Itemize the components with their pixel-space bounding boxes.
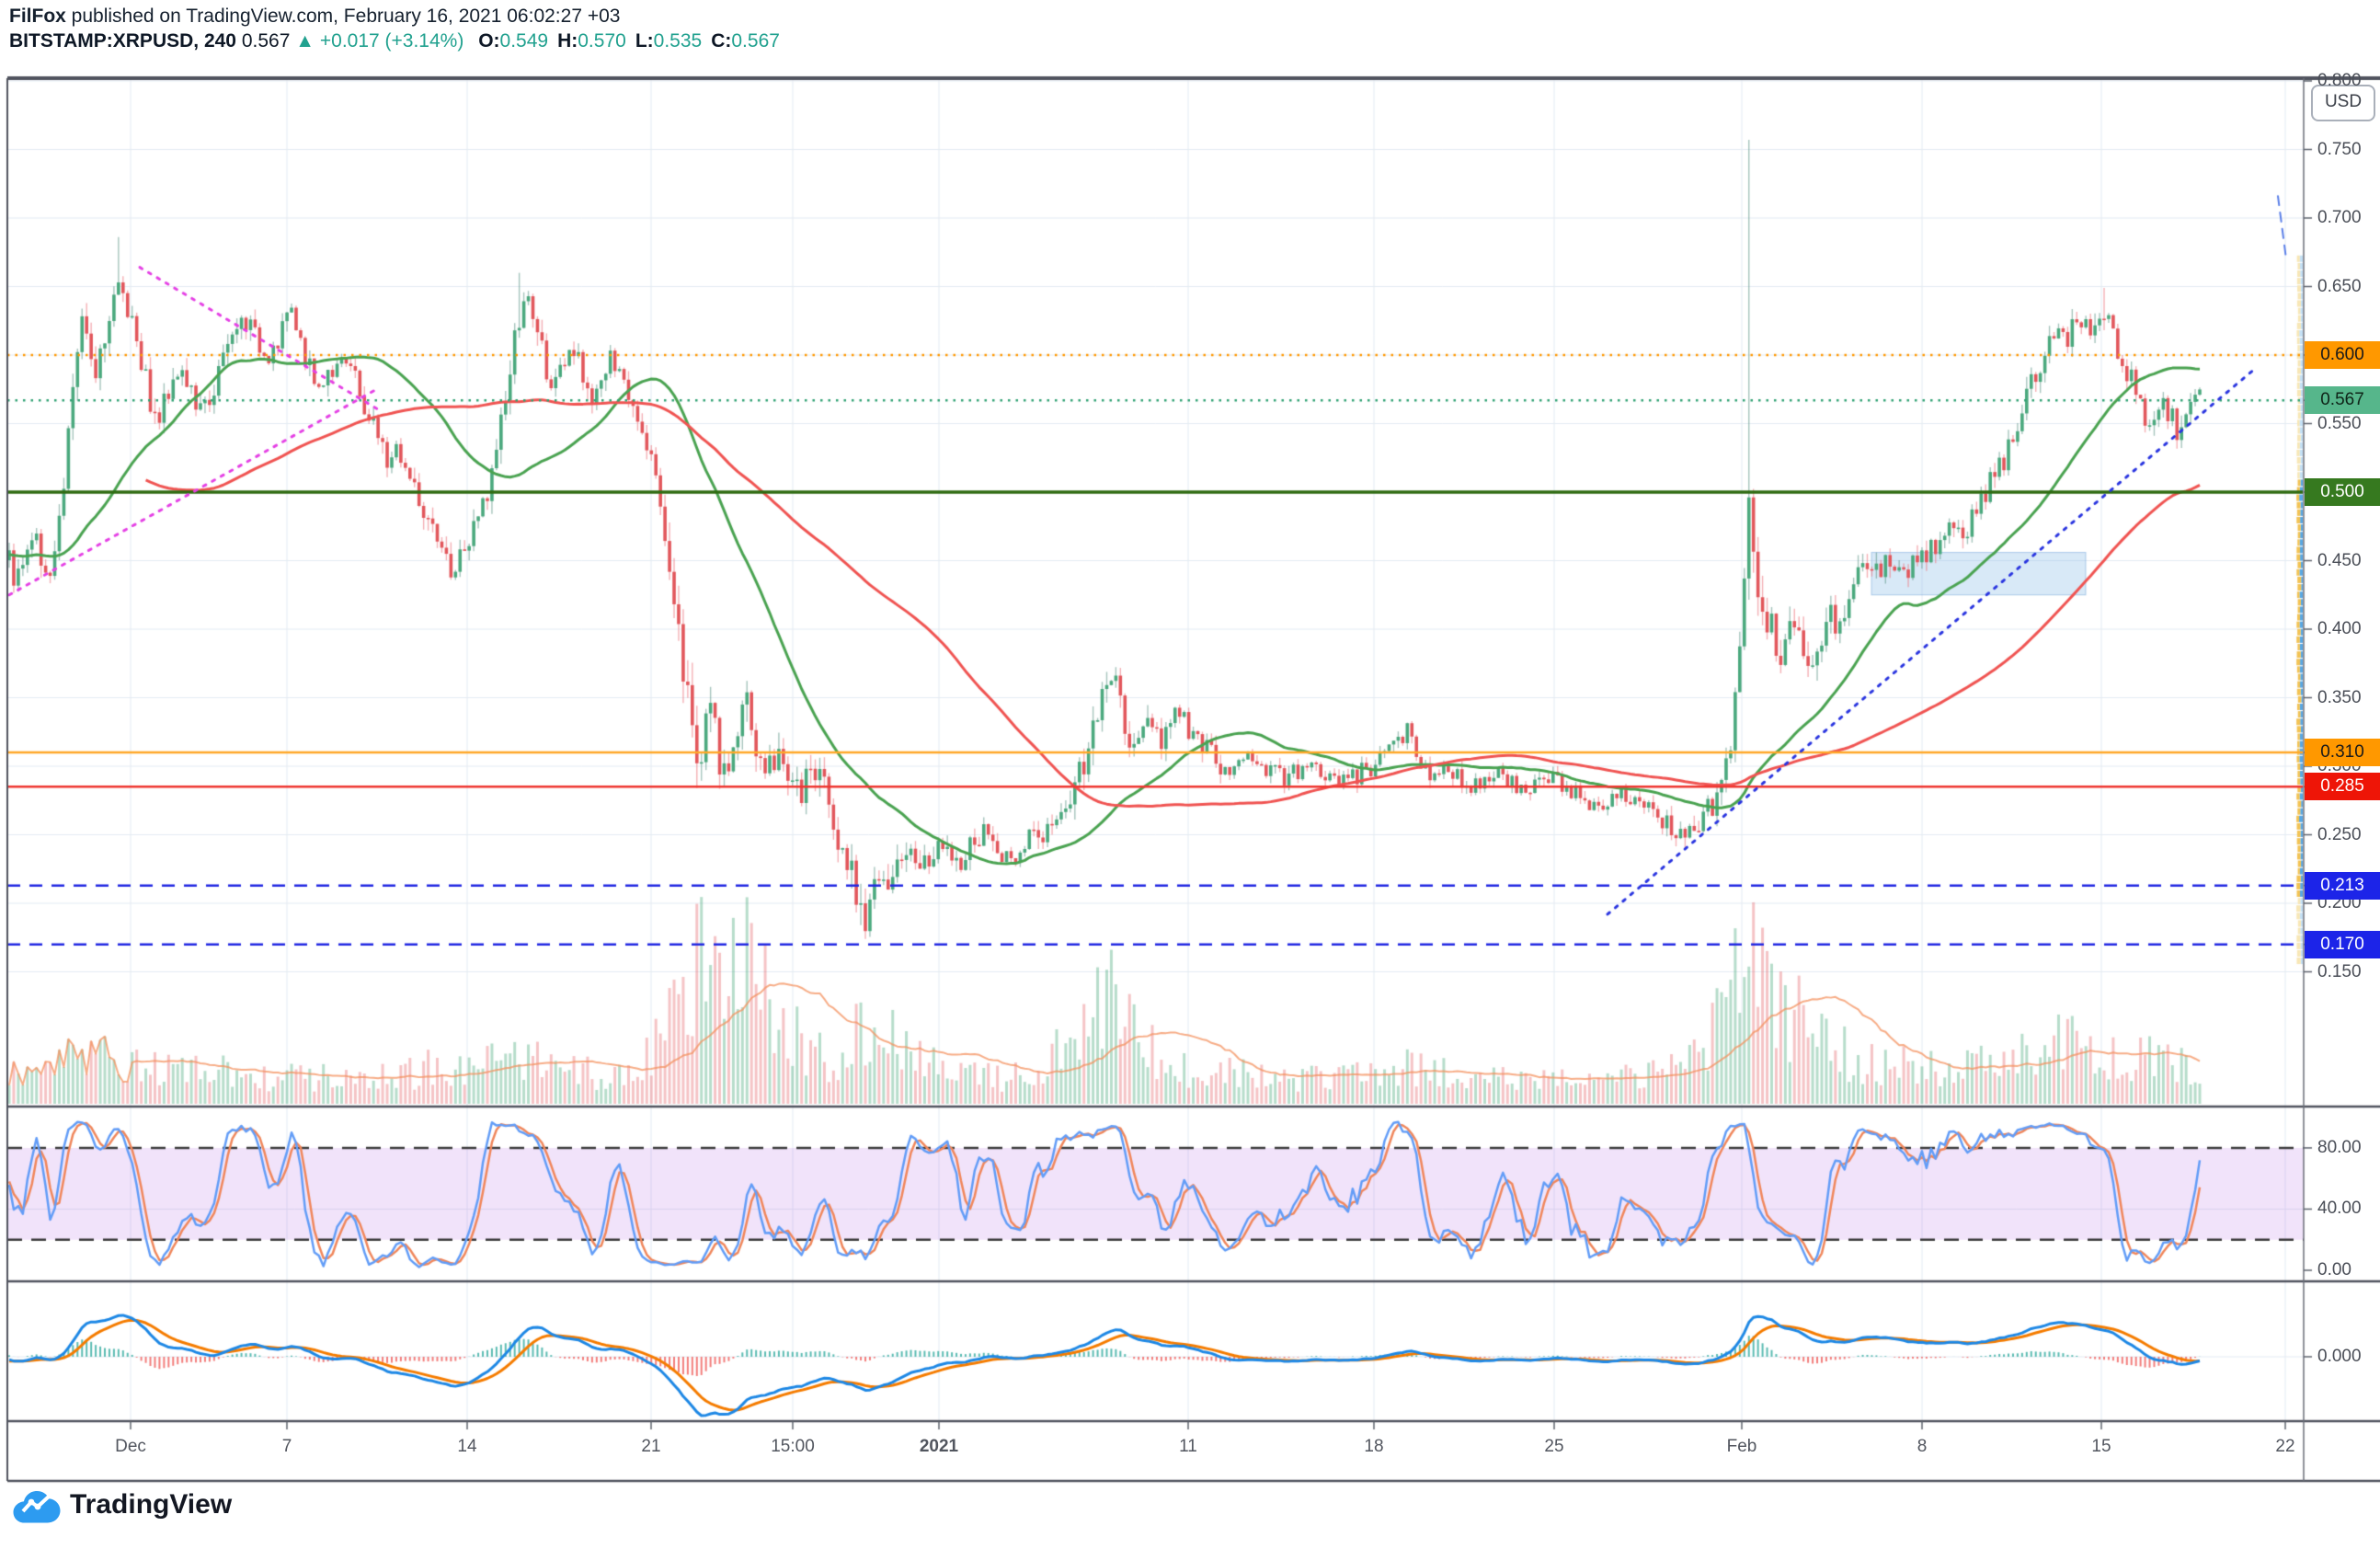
- time-axis-label: 11: [1179, 1437, 1197, 1456]
- price-badge: 0.310: [2305, 739, 2380, 767]
- time-axis-label: 15:00: [771, 1437, 815, 1456]
- ohlc-label: O:: [478, 30, 500, 52]
- price-badge: 0.170: [2305, 930, 2380, 958]
- last-price: 0.567: [241, 30, 291, 52]
- time-axis-label: Feb: [1726, 1437, 1757, 1456]
- price-badge: 0.285: [2305, 773, 2380, 801]
- time-axis-label: 21: [641, 1437, 661, 1456]
- ohlc-value: 0.567: [731, 30, 780, 52]
- time-axis-label: 8: [1917, 1437, 1928, 1456]
- change-arrow-icon: ▲: [295, 30, 315, 52]
- byline: FilFox published on TradingView.com, Feb…: [9, 6, 620, 28]
- price-tick-label: 0.350: [2317, 687, 2362, 707]
- price-badge: 0.600: [2305, 341, 2380, 369]
- time-axis-label: Dec: [115, 1437, 146, 1456]
- time-axis-label: 2021: [919, 1437, 959, 1456]
- currency-toggle-button[interactable]: USD: [2311, 85, 2375, 121]
- price-tick-label: 0.650: [2317, 276, 2362, 296]
- price-tick-label: 0.700: [2317, 208, 2362, 227]
- author-name: FilFox: [9, 6, 66, 27]
- tradingview-logo-text: TradingView: [70, 1489, 233, 1520]
- time-axis-label: 22: [2275, 1437, 2295, 1456]
- price-tick-label: 0.550: [2317, 413, 2362, 433]
- ohlc-value: 0.549: [499, 30, 549, 52]
- ohlc-group: O:0.549 H:0.570 L:0.535 C:0.567: [469, 30, 780, 52]
- time-axis-label: 18: [1364, 1437, 1384, 1456]
- price-tick-label: 0.250: [2317, 824, 2362, 844]
- ohlc-value: 0.535: [653, 30, 703, 52]
- ticker-line: BITSTAMP:XRPUSD, 240 0.567 ▲ +0.017 (+3.…: [9, 30, 780, 52]
- price-tick-label: 0.750: [2317, 139, 2362, 159]
- price-tick-label: 0.450: [2317, 550, 2362, 570]
- change-value: +0.017 (+3.14%): [319, 30, 464, 52]
- price-tick-label: 0.400: [2317, 619, 2362, 638]
- byline-text: published on TradingView.com, February 1…: [65, 6, 621, 27]
- time-axis-label: 14: [457, 1437, 477, 1456]
- tradingview-logo-icon: [13, 1491, 61, 1523]
- stoch-tick-label: 0.00: [2317, 1260, 2351, 1279]
- macd-tick-label: 0.000: [2317, 1347, 2362, 1366]
- time-axis-label: 15: [2091, 1437, 2111, 1456]
- ohlc-label: L:: [635, 30, 654, 52]
- ohlc-value: 0.570: [578, 30, 626, 52]
- time-axis-label: 7: [281, 1437, 292, 1456]
- price-badge: 0.500: [2305, 478, 2380, 506]
- symbol-label: BITSTAMP:XRPUSD, 240: [9, 30, 236, 52]
- tradingview-branding[interactable]: TradingView: [13, 1486, 232, 1523]
- time-axis-label: 25: [1544, 1437, 1564, 1456]
- ohlc-label: C:: [711, 30, 732, 52]
- price-badge: 0.567: [2305, 386, 2380, 415]
- stoch-tick-label: 40.00: [2317, 1199, 2362, 1219]
- price-tick-label: 0.800: [2317, 71, 2362, 90]
- ohlc-label: H:: [557, 30, 578, 52]
- price-tick-label: 0.150: [2317, 961, 2362, 981]
- stoch-tick-label: 80.00: [2317, 1137, 2362, 1157]
- price-badge: 0.213: [2305, 871, 2380, 900]
